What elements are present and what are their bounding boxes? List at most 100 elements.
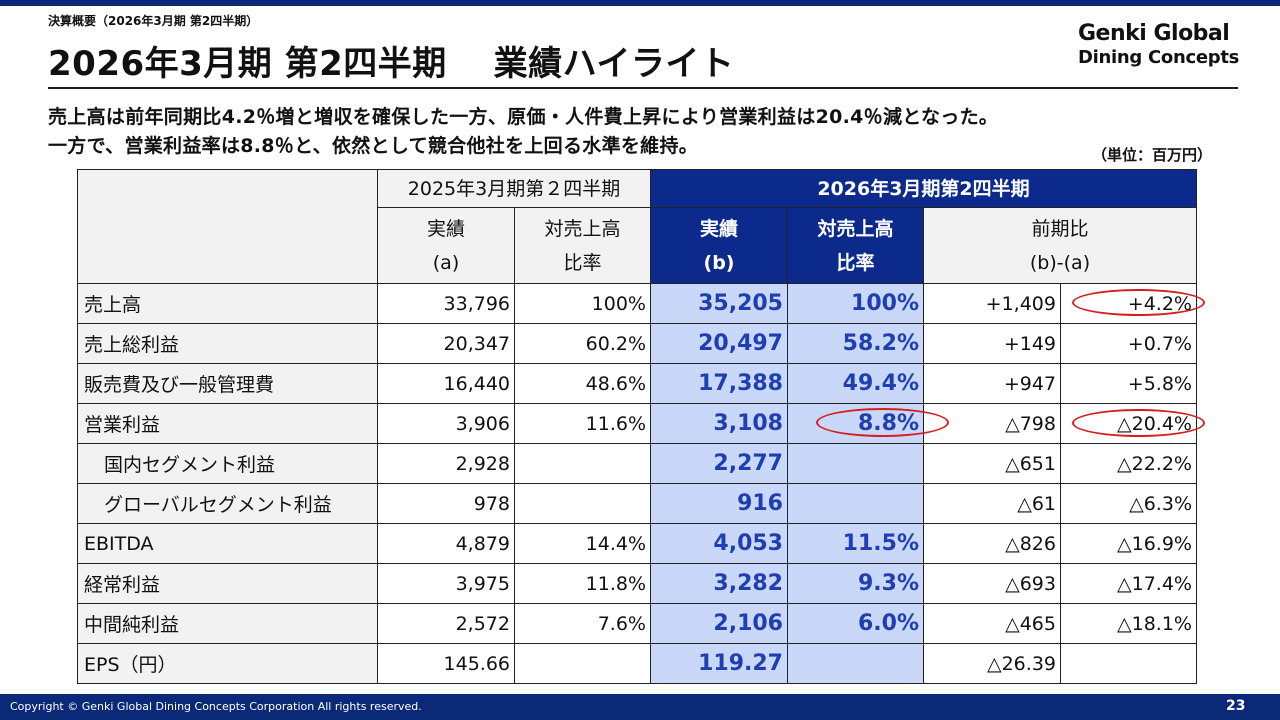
header-diff: 前期比 (b)-(a) (923, 207, 1197, 284)
cell-diff-amount: △798 (923, 403, 1061, 444)
cell-actual-prev: 2,928 (377, 443, 515, 484)
cell-ratio-curr: 11.5% (787, 523, 924, 564)
top-accent-bar (0, 0, 1280, 6)
table-row: 経常利益 3,975 11.8% 3,282 9.3% △693 △17.4% (77, 563, 1197, 604)
cell-ratio-prev: 60.2% (514, 323, 651, 364)
company-logo: Genki Global Dining Concepts (1078, 22, 1239, 70)
table-body: 売上高 33,796 100% 35,205 100% +1,409 +4.2% 売上総利益 2… (77, 283, 1197, 684)
cell-ratio-prev: 14.4% (514, 523, 651, 564)
page-number: 23 (1226, 698, 1246, 714)
cell-ratio-curr: 9.3% (787, 563, 924, 604)
footer-copyright: Copyright © Genki Global Dining Concepts… (10, 700, 422, 713)
cell-actual-curr: 4,053 (650, 523, 788, 564)
cell-diff-percent: +4.2% (1060, 283, 1197, 324)
cell-actual-curr: 2,106 (650, 603, 788, 644)
row-label: グローバルセグメント利益 (77, 483, 378, 524)
logo-line-2: Dining Concepts (1078, 47, 1240, 68)
row-label: 売上総利益 (77, 323, 378, 364)
header-diff-label: 前期比 (1031, 217, 1089, 240)
title-divider (48, 87, 1238, 89)
cell-ratio-prev: 11.8% (514, 563, 651, 604)
cell-actual-prev: 4,879 (377, 523, 515, 564)
cell-diff-percent (1060, 643, 1197, 684)
cell-actual-curr: 3,282 (650, 563, 788, 604)
cell-ratio-curr (787, 643, 924, 684)
cell-diff-percent: +0.7% (1060, 323, 1197, 364)
cell-diff-percent: △17.4% (1060, 563, 1197, 604)
footer-bar: Copyright © Genki Global Dining Concepts… (0, 694, 1280, 720)
cell-actual-prev: 2,572 (377, 603, 515, 644)
table-row: 国内セグメント利益 2,928 2,277 △651 △22.2% (77, 443, 1197, 484)
table-row: 売上高 33,796 100% 35,205 100% +1,409 +4.2% (77, 283, 1197, 324)
cell-diff-amount: △465 (923, 603, 1061, 644)
cell-actual-prev: 3,906 (377, 403, 515, 444)
cell-actual-prev: 3,975 (377, 563, 515, 604)
table-corner-cell (77, 169, 378, 284)
cell-ratio-prev (514, 483, 651, 524)
header-ratio-curr: 対売上高 比率 (787, 207, 924, 284)
cell-actual-curr: 3,108 (650, 403, 788, 444)
cell-diff-percent: △6.3% (1060, 483, 1197, 524)
cell-diff-percent: △16.9% (1060, 523, 1197, 564)
table-row: EPS（円） 145.66 119.27 △26.39 (77, 643, 1197, 684)
cell-diff-amount: △61 (923, 483, 1061, 524)
cell-ratio-curr: 49.4% (787, 363, 924, 404)
table-header-row-2: 実績 (a) 対売上高 比率 実績 (b) 対売上高 比率 前期比 (b)-(a) (78, 207, 1197, 284)
row-label: 販売費及び一般管理費 (77, 363, 378, 404)
cell-diff-amount: △693 (923, 563, 1061, 604)
header-ratio-curr-sub: 比率 (836, 251, 875, 274)
header-ratio-prev-label: 対売上高 (544, 217, 621, 240)
results-table: 2025年3月期第２四半期 2026年3月期第2四半期 実績 (a) 対売上高 比率… (77, 169, 1197, 684)
cell-actual-curr: 35,205 (650, 283, 788, 324)
row-label: EPS（円） (77, 643, 378, 684)
cell-ratio-prev: 7.6% (514, 603, 651, 644)
table-row: EBITDA 4,879 14.4% 4,053 11.5% △826 △16.9% (77, 523, 1197, 564)
cell-diff-amount: △826 (923, 523, 1061, 564)
cell-ratio-curr: 6.0% (787, 603, 924, 644)
table-row: 売上総利益 20,347 60.2% 20,497 58.2% +149 +0.7% (77, 323, 1197, 364)
cell-diff-amount: +149 (923, 323, 1061, 364)
logo-line-1: Genki Global (1078, 21, 1230, 46)
section-label: 決算概要（2026年3月期 第2四半期） (48, 14, 259, 28)
cell-actual-curr: 916 (650, 483, 788, 524)
summary-line-2: 一方で、営業利益率は8.8％と、依然として競合他社を上回る水準を維持。 (48, 135, 699, 157)
cell-diff-amount: +947 (923, 363, 1061, 404)
header-ratio-prev: 対売上高 比率 (514, 207, 651, 284)
summary-line-1: 売上高は前年同期比4.2％増と増収を確保した一方、原価・人件費上昇により営業利益… (48, 106, 999, 128)
cell-actual-curr: 17,388 (650, 363, 788, 404)
header-actual-prev-sub: (a) (432, 251, 460, 274)
cell-diff-percent: △18.1% (1060, 603, 1197, 644)
row-label: 中間純利益 (77, 603, 378, 644)
header-actual-curr-label: 実績 (699, 217, 738, 240)
cell-ratio-curr: 100% (787, 283, 924, 324)
header-ratio-curr-label: 対売上高 (817, 217, 894, 240)
page-title: 2026年3月期 第2四半期 業績ハイライト (48, 44, 735, 84)
cell-ratio-curr (787, 443, 924, 484)
cell-diff-percent: △20.4% (1060, 403, 1197, 444)
cell-diff-percent: +5.8% (1060, 363, 1197, 404)
cell-ratio-curr: 58.2% (787, 323, 924, 364)
cell-actual-prev: 145.66 (377, 643, 515, 684)
header-actual-curr-sub: (b) (703, 251, 735, 274)
header-actual-prev-label: 実績 (426, 217, 465, 240)
row-label: 売上高 (77, 283, 378, 324)
cell-actual-curr: 2,277 (650, 443, 788, 484)
table-row: 中間純利益 2,572 7.6% 2,106 6.0% △465 △18.1% (77, 603, 1197, 644)
header-actual-curr: 実績 (b) (650, 207, 788, 284)
header-actual-prev: 実績 (a) (377, 207, 515, 284)
header-diff-sub: (b)-(a) (1029, 251, 1091, 274)
row-label: 国内セグメント利益 (77, 443, 378, 484)
cell-ratio-curr: 8.8% (787, 403, 924, 444)
row-label: 営業利益 (77, 403, 378, 444)
cell-ratio-prev: 48.6% (514, 363, 651, 404)
cell-actual-curr: 20,497 (650, 323, 788, 364)
header-group-curr: 2026年3月期第2四半期 (650, 169, 1197, 208)
row-label: EBITDA (77, 523, 378, 564)
cell-actual-curr: 119.27 (650, 643, 788, 684)
cell-actual-prev: 33,796 (377, 283, 515, 324)
cell-actual-prev: 20,347 (377, 323, 515, 364)
cell-actual-prev: 16,440 (377, 363, 515, 404)
cell-ratio-prev: 11.6% (514, 403, 651, 444)
row-label: 経常利益 (77, 563, 378, 604)
cell-diff-percent: △22.2% (1060, 443, 1197, 484)
